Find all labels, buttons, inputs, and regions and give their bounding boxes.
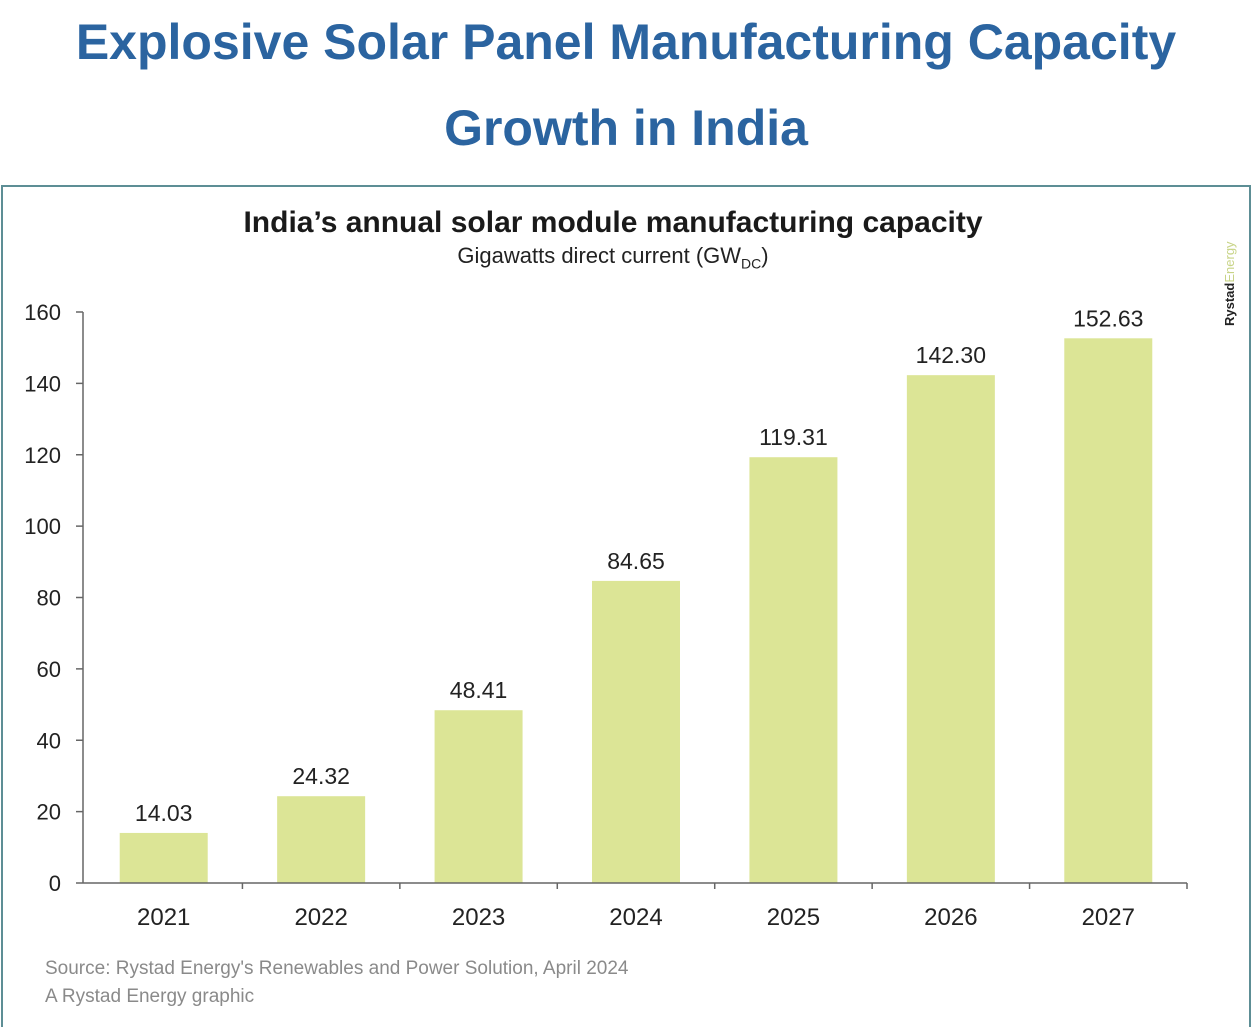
x-tick-label-2024: 2024 [609,904,662,931]
y-tick-label-0: 0 [49,871,61,896]
y-tick-label-140: 140 [24,371,61,396]
x-tick-label-2023: 2023 [452,904,505,931]
subtitle-subscript: DC [741,255,762,272]
y-tick-label-80: 80 [37,586,61,611]
bar-2023 [434,710,523,883]
subtitle-end: ) [761,243,769,268]
y-tick-label-160: 160 [24,300,61,325]
data-label-2021: 14.03 [135,800,193,826]
y-tick-label-120: 120 [24,443,61,468]
x-tick-label-2025: 2025 [767,904,820,931]
y-tick-label-40: 40 [37,728,61,753]
x-tick-label-2027: 2027 [1082,904,1135,931]
y-tick-label-60: 60 [37,657,61,682]
headline-line-2: Growth in India [444,100,808,156]
bar-2024 [592,580,680,883]
bar-2026 [906,375,995,883]
bar-2025 [749,457,838,883]
x-tick-label-2022: 2022 [294,904,347,931]
y-tick-label-100: 100 [24,514,61,539]
chart-title: India’s annual solar module manufacturin… [243,206,983,239]
data-label-2027: 152.63 [1073,305,1143,331]
bar-2022 [277,796,366,883]
credit-note: A Rystad Energy graphic [45,986,255,1007]
data-label-2022: 24.32 [292,763,350,789]
data-label-2025: 119.31 [759,424,828,450]
data-label-2024: 84.65 [607,548,665,574]
data-label-2023: 48.41 [450,677,508,703]
bar-2027 [1064,338,1153,883]
x-tick-label-2021: 2021 [137,904,190,931]
headline-line-1: Explosive Solar Panel Manufacturing Capa… [75,14,1177,70]
y-tick-label-20: 20 [37,800,61,825]
x-tick-label-2026: 2026 [924,904,977,931]
source-note: Source: Rystad Energy's Renewables and P… [45,958,629,979]
bar-2021 [119,832,208,883]
subtitle-text: Gigawatts direct current (GW [457,243,742,268]
data-label-2026: 142.30 [916,342,986,368]
chart-subtitle: Gigawatts direct current (GWDC) [0,243,1226,271]
